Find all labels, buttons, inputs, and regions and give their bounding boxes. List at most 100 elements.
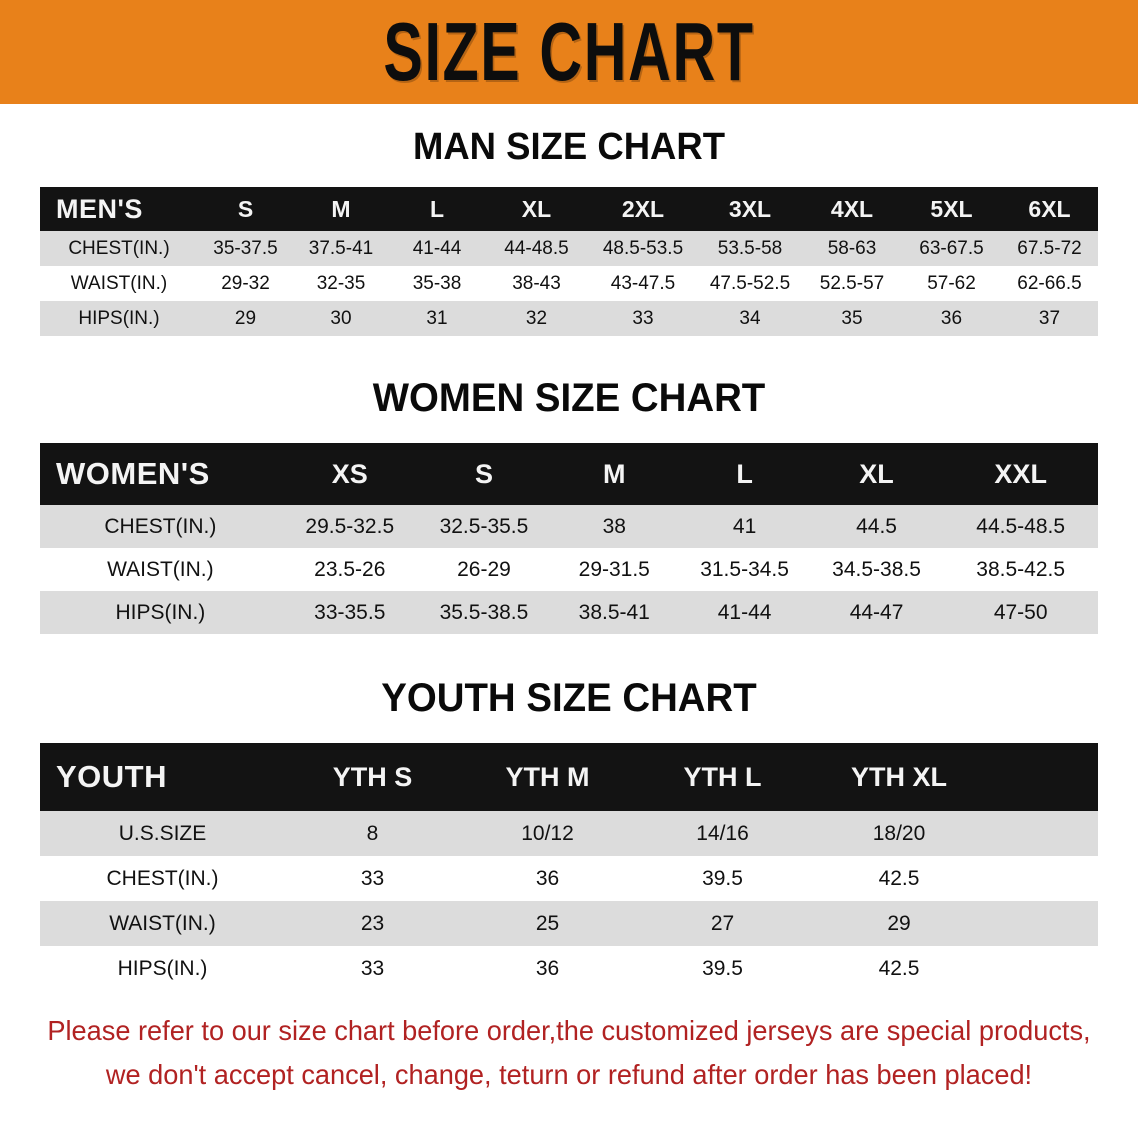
youth-hips-m: 36 — [460, 946, 635, 991]
women-header-cell-1: XS — [331, 458, 368, 489]
man-waist-2xl: 43-47.5 — [588, 266, 698, 301]
man-hips-2xl: 33 — [588, 301, 698, 336]
youth-ussize-l: 14/16 — [635, 811, 810, 856]
women-row-label-hips: HIPS(IN.) — [40, 591, 281, 634]
man-header-cell-3: L — [429, 195, 445, 222]
man-header-cell-8: 5XL — [930, 195, 973, 222]
youth-chest-spacer — [988, 856, 1098, 901]
women-chest-xl: 44.5 — [809, 505, 944, 548]
footer-disclaimer-line-1: Please refer to our size chart before or… — [47, 1015, 1091, 1046]
youth-hips-s: 33 — [285, 946, 460, 991]
women-size-table-wrap: WOMEN'S XS S M L XL XXL CHEST(IN.) 29.5-… — [40, 443, 1098, 634]
youth-waist-s: 23 — [285, 901, 460, 946]
women-chest-xxl: 44.5-48.5 — [943, 505, 1098, 548]
youth-waist-m: 25 — [460, 901, 635, 946]
page-title: SIZE CHART — [383, 4, 755, 98]
women-waist-m: 29-31.5 — [549, 548, 680, 591]
table-row: WAIST(IN.) 23.5-26 26-29 29-31.5 31.5-34… — [40, 548, 1098, 591]
youth-section-title: YOUTH SIZE CHART — [381, 676, 757, 720]
youth-ussize-xl: 18/20 — [810, 811, 988, 856]
youth-row-label-hips: HIPS(IN.) — [40, 946, 285, 991]
banner: SIZE CHART — [0, 0, 1138, 104]
man-header-cell-2: M — [331, 195, 351, 222]
women-chest-s: 32.5-35.5 — [418, 505, 550, 548]
women-header-cell-5: XL — [859, 458, 894, 489]
youth-row-label-chest: CHEST(IN.) — [40, 856, 285, 901]
youth-header-cell-3: YTH L — [683, 761, 762, 792]
women-section-title: WOMEN SIZE CHART — [372, 376, 766, 420]
table-row: WAIST(IN.) 23 25 27 29 — [40, 901, 1098, 946]
women-row-label-waist: WAIST(IN.) — [40, 548, 281, 591]
table-row: HIPS(IN.) 29 30 31 32 33 34 35 36 37 — [40, 301, 1098, 336]
footer-disclaimer-line-2: we don't accept cancel, change, teturn o… — [105, 1059, 1033, 1090]
man-hips-6xl: 37 — [1001, 301, 1098, 336]
man-chest-s: 35-37.5 — [198, 231, 293, 266]
man-header-cell-1: S — [237, 195, 254, 222]
women-waist-l: 31.5-34.5 — [679, 548, 810, 591]
women-table-header-row: WOMEN'S XS S M L XL XXL — [40, 443, 1098, 505]
women-chest-xs: 29.5-32.5 — [280, 505, 419, 548]
women-waist-xl: 34.5-38.5 — [809, 548, 944, 591]
youth-chest-s: 33 — [285, 856, 460, 901]
women-chest-m: 38 — [549, 505, 680, 548]
youth-header-cell-2: YTH M — [505, 761, 590, 792]
footer-disclaimer: Please refer to our size chart before or… — [40, 1009, 1097, 1097]
man-waist-m: 32-35 — [293, 266, 389, 301]
youth-header-cell-1: YTH S — [332, 761, 413, 792]
women-hips-xs: 33-35.5 — [280, 591, 419, 634]
man-size-table-wrap: MEN'S S M L XL 2XL 3XL 4XL 5XL 6XL CHEST… — [40, 187, 1098, 336]
youth-hips-xl: 42.5 — [810, 946, 988, 991]
man-waist-3xl: 47.5-52.5 — [698, 266, 802, 301]
youth-header-cell-4: YTH XL — [850, 761, 947, 792]
youth-waist-spacer — [988, 901, 1098, 946]
table-row: CHEST(IN.) 33 36 39.5 42.5 — [40, 856, 1098, 901]
man-waist-s: 29-32 — [198, 266, 293, 301]
youth-header-cell-spacer — [988, 743, 1098, 811]
man-row-label-hips: HIPS(IN.) — [40, 301, 198, 336]
man-header-cell-4: XL — [521, 195, 552, 222]
man-size-table: MEN'S S M L XL 2XL 3XL 4XL 5XL 6XL CHEST… — [40, 187, 1098, 336]
youth-ussize-s: 8 — [285, 811, 460, 856]
man-header-cell-6: 3XL — [728, 195, 772, 222]
table-row: CHEST(IN.) 35-37.5 37.5-41 41-44 44-48.5… — [40, 231, 1098, 266]
man-chest-m: 37.5-41 — [293, 231, 389, 266]
women-header-cell-6: XXL — [994, 458, 1047, 489]
man-chest-4xl: 58-63 — [802, 231, 902, 266]
women-row-label-chest: CHEST(IN.) — [40, 505, 281, 548]
man-chest-3xl: 53.5-58 — [698, 231, 802, 266]
man-section-title: MAN SIZE CHART — [412, 126, 726, 168]
youth-chest-xl: 42.5 — [810, 856, 988, 901]
women-waist-xxl: 38.5-42.5 — [943, 548, 1098, 591]
women-hips-xl: 44-47 — [809, 591, 944, 634]
youth-hips-l: 39.5 — [635, 946, 810, 991]
man-hips-l: 31 — [389, 301, 485, 336]
man-waist-xl: 38-43 — [485, 266, 588, 301]
table-row: U.S.SIZE 8 10/12 14/16 18/20 — [40, 811, 1098, 856]
table-row: HIPS(IN.) 33-35.5 35.5-38.5 38.5-41 41-4… — [40, 591, 1098, 634]
youth-size-table: YOUTH YTH S YTH M YTH L YTH XL U.S.SIZE … — [40, 743, 1098, 991]
man-waist-4xl: 52.5-57 — [802, 266, 902, 301]
youth-ussize-spacer — [988, 811, 1098, 856]
man-chest-l: 41-44 — [389, 231, 485, 266]
women-header-cell-0: WOMEN'S — [56, 456, 210, 491]
man-table-header-row: MEN'S S M L XL 2XL 3XL 4XL 5XL 6XL — [40, 187, 1098, 231]
man-row-label-chest: CHEST(IN.) — [40, 231, 198, 266]
youth-size-table-wrap: YOUTH YTH S YTH M YTH L YTH XL U.S.SIZE … — [40, 743, 1098, 991]
table-row: CHEST(IN.) 29.5-32.5 32.5-35.5 38 41 44.… — [40, 505, 1098, 548]
man-chest-xl: 44-48.5 — [485, 231, 588, 266]
women-header-cell-2: S — [474, 458, 493, 489]
man-header-cell-9: 6XL — [1028, 195, 1071, 222]
youth-chest-m: 36 — [460, 856, 635, 901]
table-row: WAIST(IN.) 29-32 32-35 35-38 38-43 43-47… — [40, 266, 1098, 301]
women-size-table: WOMEN'S XS S M L XL XXL CHEST(IN.) 29.5-… — [40, 443, 1098, 634]
man-waist-5xl: 57-62 — [902, 266, 1001, 301]
man-chest-6xl: 67.5-72 — [1001, 231, 1098, 266]
man-hips-s: 29 — [198, 301, 293, 336]
women-hips-l: 41-44 — [679, 591, 810, 634]
women-hips-xxl: 47-50 — [943, 591, 1098, 634]
youth-row-label-ussize: U.S.SIZE — [40, 811, 285, 856]
youth-waist-xl: 29 — [810, 901, 988, 946]
youth-ussize-m: 10/12 — [460, 811, 635, 856]
man-chest-5xl: 63-67.5 — [902, 231, 1001, 266]
